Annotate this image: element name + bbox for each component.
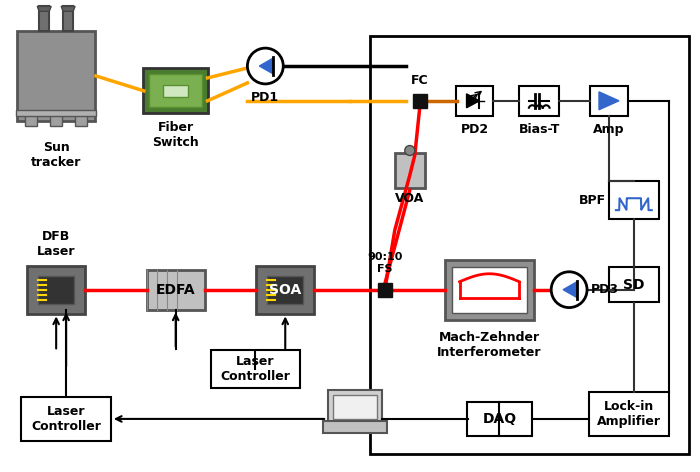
Polygon shape [599, 92, 619, 110]
Text: PD2: PD2 [461, 123, 489, 135]
Text: SOA: SOA [269, 283, 302, 297]
Bar [332, 395, 377, 420]
Bar [39, 6, 49, 31]
Polygon shape [466, 94, 480, 108]
Text: VOA: VOA [395, 192, 424, 205]
Bar [18, 31, 95, 121]
Bar [328, 389, 382, 424]
Bar [267, 276, 303, 303]
Bar [589, 392, 668, 436]
Bar [370, 36, 689, 454]
Circle shape [551, 272, 587, 308]
Polygon shape [260, 58, 273, 74]
Bar [413, 94, 427, 108]
Bar [609, 267, 659, 302]
Text: Sun
tracker: Sun tracker [31, 141, 81, 169]
Bar [323, 421, 387, 433]
Text: Laser
Controller: Laser Controller [220, 355, 290, 383]
Bar [163, 85, 188, 97]
Text: Fiber
Switch: Fiber Switch [153, 121, 199, 149]
Text: PD1: PD1 [251, 91, 279, 104]
Text: BPF: BPF [579, 194, 606, 207]
Bar [38, 276, 74, 303]
Bar [452, 267, 527, 312]
Text: DAQ: DAQ [482, 412, 517, 426]
Bar [256, 266, 314, 313]
Bar [444, 260, 534, 320]
Bar [27, 266, 85, 313]
Text: EDFA: EDFA [156, 283, 195, 297]
Text: FC: FC [411, 74, 428, 87]
Bar [21, 396, 111, 441]
Text: Lock-in
Amplifier: Lock-in Amplifier [597, 400, 661, 428]
Text: Amp: Amp [593, 123, 624, 135]
Bar [211, 350, 300, 388]
Text: Mach-Zehnder
Interferometer: Mach-Zehnder Interferometer [438, 331, 542, 360]
Text: DFB
Laser: DFB Laser [37, 230, 76, 258]
Polygon shape [37, 6, 51, 11]
Bar [149, 75, 202, 107]
Text: PD3: PD3 [591, 283, 619, 296]
Polygon shape [564, 282, 577, 298]
Bar [144, 68, 208, 113]
Bar [50, 114, 62, 126]
Bar [25, 114, 37, 126]
Bar [467, 402, 532, 436]
Bar [609, 181, 659, 219]
Text: Laser
Controller: Laser Controller [32, 405, 101, 433]
Bar [75, 114, 87, 126]
Bar [16, 110, 96, 116]
Bar [147, 270, 204, 310]
Bar [395, 153, 425, 188]
Bar [590, 86, 628, 116]
Text: Bias-T: Bias-T [519, 123, 560, 135]
Bar [519, 86, 559, 116]
Text: 90:10
FS: 90:10 FS [368, 252, 402, 274]
Bar [456, 86, 493, 116]
Bar [63, 6, 73, 31]
Text: SD: SD [623, 278, 645, 292]
Circle shape [405, 145, 414, 155]
Circle shape [247, 48, 284, 84]
Bar [378, 283, 392, 296]
Polygon shape [61, 6, 75, 11]
